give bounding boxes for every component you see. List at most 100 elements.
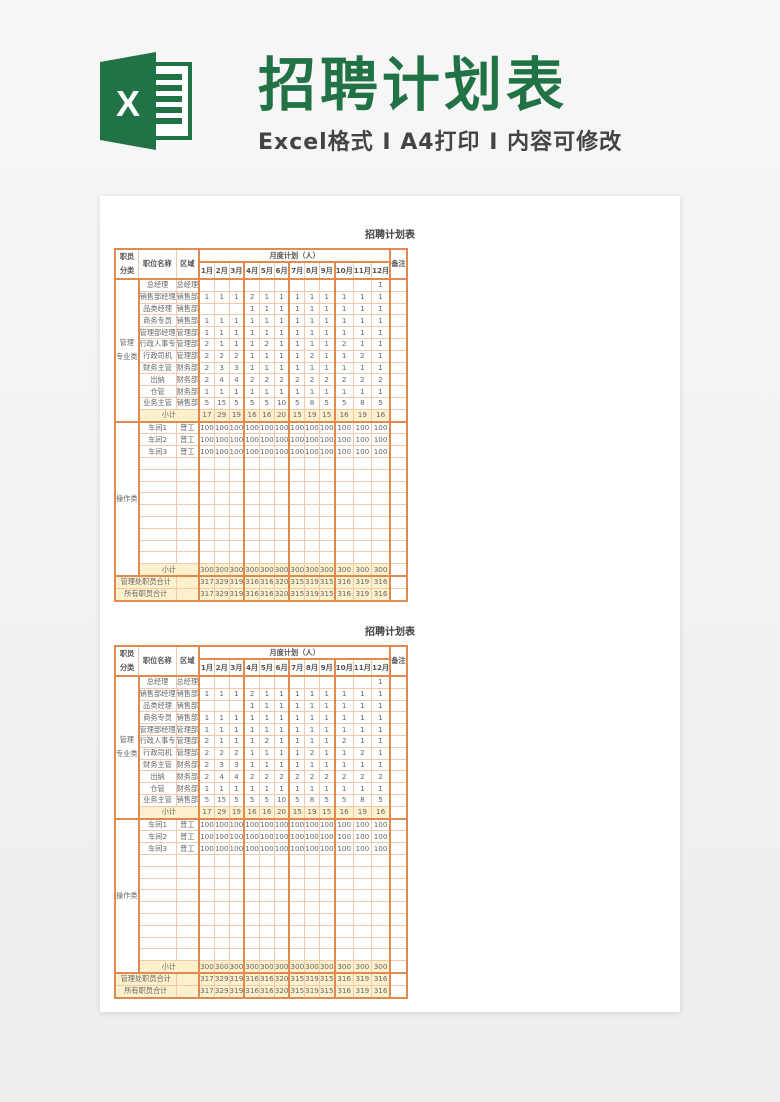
month-value-cell: 100: [304, 445, 320, 458]
total-row: 管理处职员合计 317 329 319 316 316 320 315 319 315 316 319…: [114, 971, 408, 986]
category-cell: 操作类: [114, 817, 140, 974]
month-value-cell: [243, 948, 260, 962]
month-value-cell: [352, 480, 372, 494]
month-value-cell: 2: [243, 687, 260, 701]
month-value-cell: 15: [213, 793, 230, 807]
total-value: 319: [228, 984, 245, 999]
region-cell: 销售部: [175, 699, 201, 713]
month-value-cell: 1: [258, 302, 275, 316]
region-cell: 普工: [175, 445, 201, 458]
position-cell: 车间3: [138, 842, 177, 855]
subtotal-label: 小计: [138, 960, 201, 974]
month-value-cell: [213, 936, 230, 950]
month-value-cell: 2: [333, 770, 354, 784]
total-value: 316: [258, 574, 275, 589]
total-value: 315: [318, 984, 336, 999]
month-value-cell: 1: [273, 746, 290, 760]
month-value-cell: 2: [258, 337, 275, 351]
month-value-cell: 100: [333, 830, 354, 844]
total-value: 315: [288, 984, 306, 999]
category-cell: 管理 专业类: [114, 278, 140, 423]
month-value-cell: 1: [288, 723, 306, 736]
remark-cell: [389, 853, 408, 867]
month-value-cell: 100: [243, 445, 260, 458]
month-value-cell: [198, 924, 215, 938]
month-value-cell: 1: [370, 290, 391, 304]
month-value-cell: 1: [288, 711, 306, 725]
region-cell: 销售部: [175, 290, 201, 304]
month-value-cell: 3: [228, 361, 245, 375]
remark-cell: [389, 314, 408, 328]
month-value-cell: 2: [304, 746, 320, 760]
month-value-cell: 1: [304, 723, 320, 736]
month-value-cell: [258, 551, 275, 565]
subtotal-value: 300: [318, 563, 336, 577]
position-cell: 管理部经理: [138, 326, 177, 339]
month-value-cell: [258, 912, 275, 926]
month-value-cell: 1: [304, 687, 320, 701]
month-value-cell: 5: [258, 396, 275, 410]
month-value-cell: 100: [370, 445, 391, 458]
month-value-cell: [228, 539, 245, 553]
month-value-cell: [228, 674, 245, 689]
month-value-cell: 1: [304, 782, 320, 795]
month-value-cell: 100: [288, 445, 306, 458]
month-value-cell: [333, 515, 354, 529]
total-value: 316: [258, 587, 275, 602]
remark-cell: [389, 793, 408, 807]
total-value: 319: [352, 574, 372, 589]
month-value-cell: [318, 674, 336, 689]
position-cell: [138, 480, 177, 494]
header-month: 9月: [318, 261, 336, 280]
month-value-cell: [243, 504, 260, 517]
month-value-cell: 1: [258, 687, 275, 701]
month-value-cell: [258, 277, 275, 292]
region-cell: [175, 924, 201, 938]
month-value-cell: 1: [333, 746, 354, 760]
month-value-cell: [258, 889, 275, 903]
month-value-cell: [243, 674, 260, 689]
month-value-cell: 100: [273, 433, 290, 447]
position-cell: [138, 468, 177, 482]
month-value-cell: 1: [273, 734, 290, 748]
total-value: 316: [243, 984, 260, 999]
table-row: 管理部经理 管理部 1 1 1 1 1 1 1 1 1 1 1 1: [115, 326, 408, 339]
table-row: 车间3 普工 100 100 100 100 100 100 100 100 100 100 100 10…: [115, 445, 408, 458]
month-value-cell: 2: [370, 770, 391, 784]
month-value-cell: [243, 865, 260, 879]
month-value-cell: 1: [213, 314, 230, 328]
table-row: [115, 877, 408, 891]
month-value-cell: 1: [228, 314, 245, 328]
month-value-cell: [198, 889, 215, 903]
subtotal-value: 16: [370, 408, 391, 423]
month-value-cell: 1: [352, 385, 372, 398]
month-value-cell: 1: [198, 687, 215, 701]
region-cell: [175, 551, 201, 565]
month-value-cell: [213, 515, 230, 529]
month-value-cell: 1: [333, 302, 354, 316]
month-value-cell: [318, 912, 336, 926]
month-value-cell: [370, 527, 391, 541]
subtotal-value: 300: [318, 960, 336, 974]
month-value-cell: 1: [258, 361, 275, 375]
month-value-cell: 1: [352, 782, 372, 795]
month-value-cell: 1: [304, 699, 320, 713]
month-value-cell: 100: [213, 830, 230, 844]
month-value-cell: 2: [198, 361, 215, 375]
subtotal-value: 300: [198, 563, 215, 577]
remark-cell: [389, 277, 408, 292]
total-value: 316: [370, 587, 391, 602]
table-row: 行政司机 管理部 2 2 2 1 1 1 1 2 1 1 2 1: [115, 746, 408, 760]
month-value-cell: [228, 277, 245, 292]
month-value-cell: 2: [243, 290, 260, 304]
month-value-cell: [198, 504, 215, 517]
total-label: 所有职员合计: [114, 984, 177, 999]
header-category-l2: 分类: [119, 266, 135, 275]
month-value-cell: 1: [273, 361, 290, 375]
subtotal-row: 小计 17 29 19 16 16 20 15 19 15 16 19 16: [115, 408, 408, 423]
subtotal-value: 300: [370, 960, 391, 974]
month-value-cell: 2: [198, 373, 215, 387]
month-value-cell: 1: [352, 302, 372, 316]
month-value-cell: 1: [318, 758, 336, 772]
month-value-cell: [304, 515, 320, 529]
